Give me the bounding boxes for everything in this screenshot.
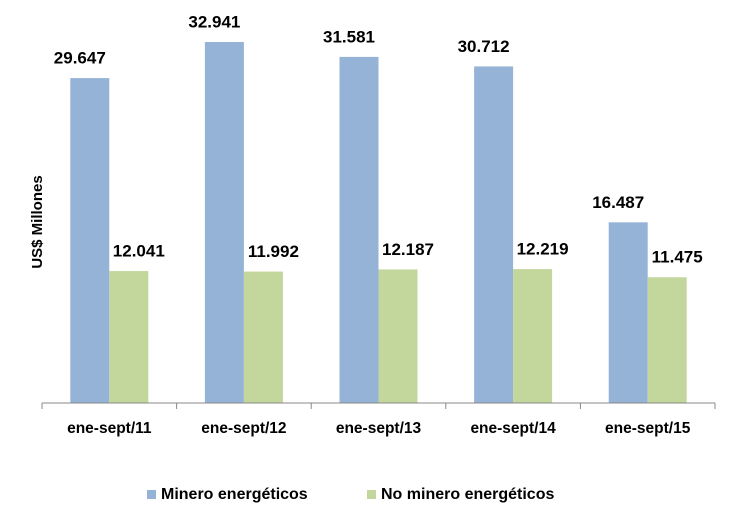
value-label: 12.041 xyxy=(113,242,165,261)
value-label: 12.219 xyxy=(517,240,569,259)
bar xyxy=(109,271,149,403)
bar xyxy=(647,277,687,403)
bar xyxy=(378,269,418,403)
x-tick-label: ene-sept/13 xyxy=(336,420,422,437)
value-label: 32.941 xyxy=(188,12,240,31)
value-label: 30.712 xyxy=(458,37,510,56)
value-label: 12.187 xyxy=(382,240,434,259)
x-tick-label: ene-sept/12 xyxy=(201,420,286,437)
y-axis-title: US$ Millones xyxy=(29,175,46,268)
value-label: 16.487 xyxy=(592,193,644,212)
legend-label: No minero energéticos xyxy=(381,486,554,503)
legend-label: Minero energéticos xyxy=(161,486,308,503)
bar xyxy=(513,269,553,403)
bar xyxy=(608,222,648,403)
legend-swatch xyxy=(367,490,376,499)
value-label: 29.647 xyxy=(54,49,106,68)
x-tick-label: ene-sept/11 xyxy=(67,420,152,437)
bar xyxy=(339,56,379,403)
bar xyxy=(243,271,283,403)
value-label: 11.992 xyxy=(248,242,299,261)
x-tick-label: ene-sept/14 xyxy=(470,420,556,437)
legend-swatch xyxy=(147,490,156,499)
x-tick-label: ene-sept/15 xyxy=(605,420,691,437)
bar xyxy=(204,42,244,403)
value-label: 11.475 xyxy=(652,248,703,267)
bar xyxy=(474,66,514,403)
value-label: 31.581 xyxy=(323,27,375,46)
bar xyxy=(70,78,110,403)
